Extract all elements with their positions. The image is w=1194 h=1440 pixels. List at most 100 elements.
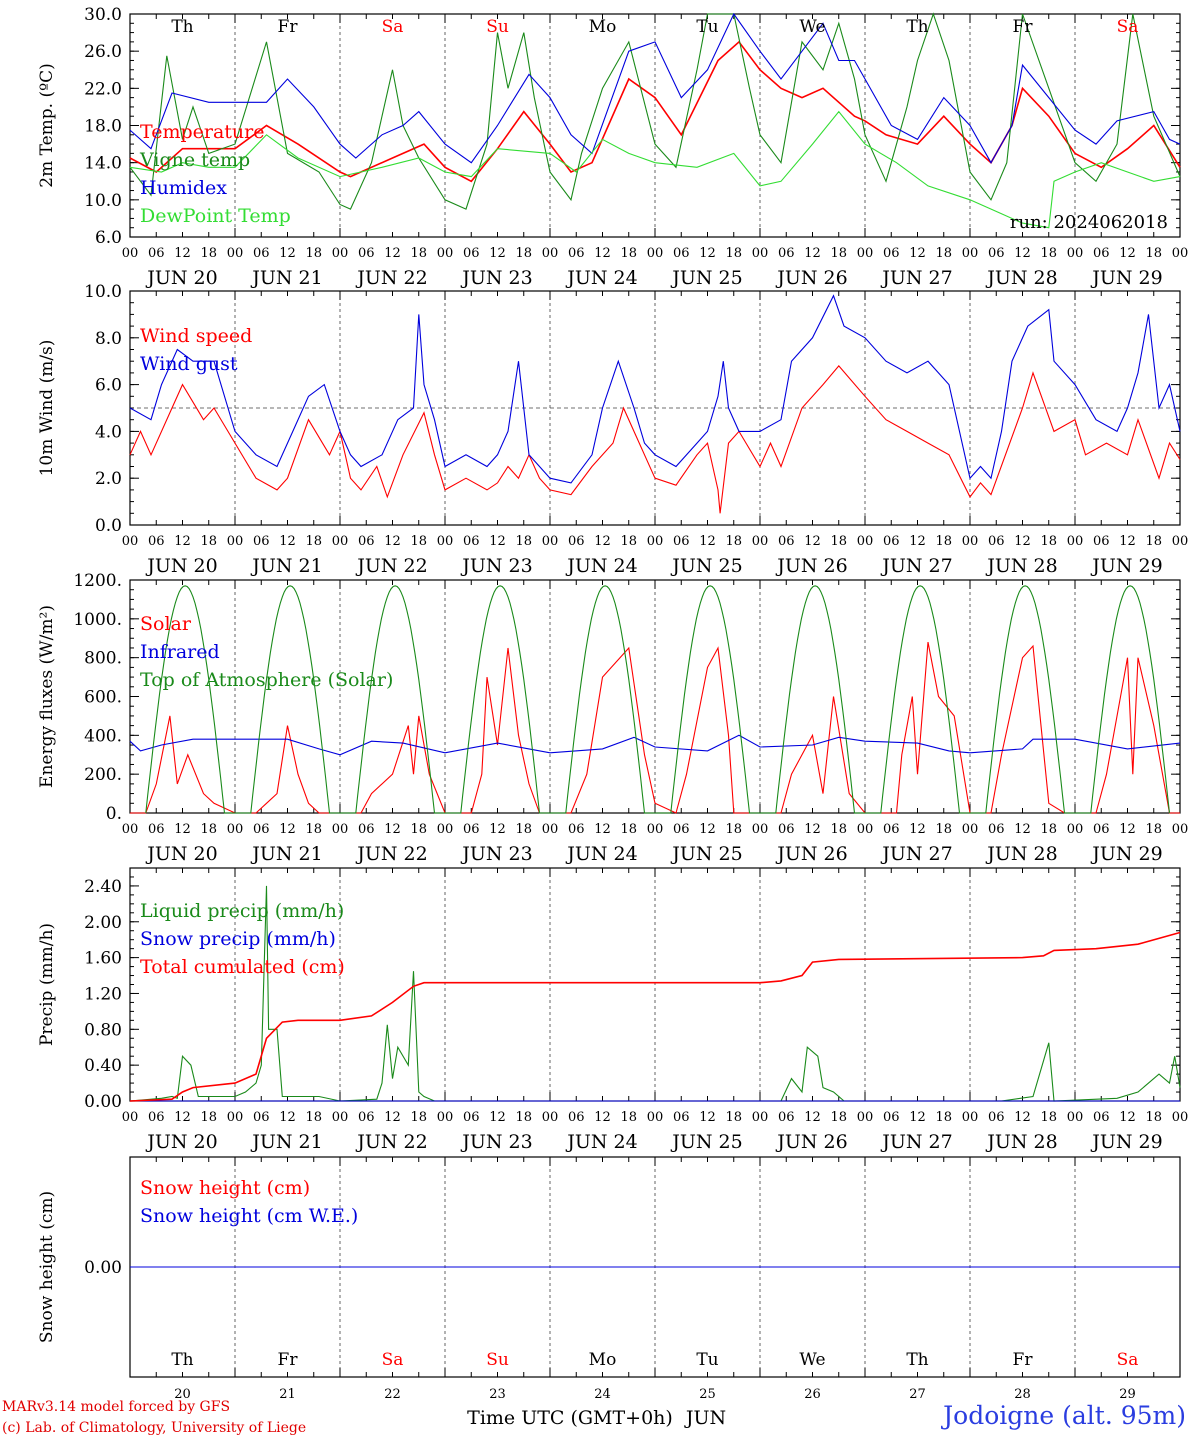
hour-label: 12 — [909, 822, 926, 837]
hour-label: 12 — [1119, 534, 1136, 549]
day-number: 23 — [489, 1387, 506, 1402]
hour-label: 18 — [725, 822, 742, 837]
y-tick-label: 30.0 — [84, 5, 122, 25]
hour-label: 12 — [1119, 822, 1136, 837]
y-tick-label: 26.0 — [84, 42, 122, 62]
date-label: JUN 23 — [460, 1131, 532, 1153]
hour-label: 00 — [122, 822, 139, 837]
hour-label: 12 — [174, 822, 191, 837]
date-label: JUN 20 — [145, 1131, 217, 1153]
panel-1 — [129, 12, 1181, 238]
hour-label: 12 — [1119, 246, 1136, 261]
hour-label: 06 — [148, 246, 165, 261]
hour-label: 06 — [463, 1110, 480, 1125]
hour-label: 18 — [725, 246, 742, 261]
panel-5 — [129, 1156, 1181, 1378]
date-label: JUN 26 — [775, 267, 847, 289]
hour-label: 18 — [200, 246, 217, 261]
hour-label: 06 — [148, 1110, 165, 1125]
hour-label: 12 — [174, 246, 191, 261]
hour-label: 06 — [988, 534, 1005, 549]
date-label: JUN 23 — [460, 843, 532, 865]
hour-label: 06 — [883, 534, 900, 549]
hour-label: 12 — [699, 246, 716, 261]
hour-label: 00 — [332, 822, 349, 837]
panel-3 — [129, 579, 1181, 814]
hour-label: 06 — [568, 534, 585, 549]
day-name: Fr — [1013, 1350, 1034, 1370]
hour-label: 12 — [174, 1110, 191, 1125]
hour-label: 12 — [384, 534, 401, 549]
date-label: JUN 22 — [355, 555, 427, 577]
hour-label: 06 — [883, 822, 900, 837]
series-dewpoint-temp — [129, 110, 1181, 229]
hour-label: 18 — [830, 246, 847, 261]
hour-label: 18 — [410, 534, 427, 549]
day-name: Tu — [696, 1350, 718, 1370]
lab-credit: (c) Lab. of Climatology, University of L… — [2, 1420, 307, 1436]
hour-label: 12 — [1014, 1110, 1031, 1125]
hour-label: 00 — [647, 246, 664, 261]
hour-label: 06 — [988, 822, 1005, 837]
y-axis-title: 10m Wind (m/s) — [37, 340, 57, 477]
hour-label: 06 — [988, 246, 1005, 261]
hour-label: 12 — [489, 822, 506, 837]
hour-label: 00 — [227, 246, 244, 261]
plot-frame — [129, 13, 1181, 238]
day-name: We — [799, 1350, 825, 1370]
day-name: Sa — [1117, 17, 1139, 37]
hour-label: 12 — [594, 246, 611, 261]
day-name: Sa — [1117, 1350, 1139, 1370]
hour-label: 12 — [909, 534, 926, 549]
date-label: JUN 25 — [670, 267, 742, 289]
hour-label: 06 — [568, 1110, 585, 1125]
hour-label: 00 — [1172, 822, 1189, 837]
y-tick-label: 600. — [84, 688, 122, 708]
hour-label: 12 — [804, 1110, 821, 1125]
hour-label: 00 — [227, 1110, 244, 1125]
date-label: JUN 29 — [1090, 1131, 1162, 1153]
date-label: JUN 29 — [1090, 267, 1162, 289]
hour-label: 18 — [620, 1110, 637, 1125]
hour-label: 06 — [148, 534, 165, 549]
day-number: 20 — [174, 1387, 191, 1402]
hour-label: 00 — [1172, 246, 1189, 261]
date-label: JUN 23 — [460, 555, 532, 577]
date-label: JUN 22 — [355, 843, 427, 865]
hour-label: 06 — [253, 822, 270, 837]
day-name: Tu — [696, 17, 718, 37]
date-label: JUN 27 — [880, 555, 952, 577]
hour-label: 00 — [962, 246, 979, 261]
series-infrared — [129, 734, 1181, 756]
hour-label: 18 — [200, 822, 217, 837]
legend-entry: DewPoint Temp — [140, 205, 291, 227]
date-label: JUN 28 — [985, 843, 1057, 865]
y-tick-label: 6.0 — [95, 228, 122, 248]
y-axis-title: Precip (mm/h) — [37, 923, 57, 1046]
hour-label: 00 — [1067, 246, 1084, 261]
hour-label: 12 — [909, 1110, 926, 1125]
hour-label: 18 — [305, 822, 322, 837]
day-name: We — [799, 17, 825, 37]
panel-4 — [129, 867, 1181, 1102]
hour-label: 12 — [489, 534, 506, 549]
hour-label: 06 — [358, 534, 375, 549]
hour-label: 00 — [1067, 534, 1084, 549]
hour-label: 12 — [1014, 534, 1031, 549]
panel-2 — [129, 290, 1181, 526]
y-tick-label: 1200. — [73, 571, 122, 591]
hour-label: 12 — [804, 534, 821, 549]
y-axis-title: Snow height (cm) — [37, 1191, 57, 1343]
day-name: Th — [171, 17, 193, 37]
y-tick-label: 18.0 — [84, 117, 122, 137]
hour-label: 18 — [830, 1110, 847, 1125]
hour-label: 12 — [594, 822, 611, 837]
hour-label: 00 — [647, 534, 664, 549]
day-name: Th — [171, 1350, 193, 1370]
date-label: JUN 22 — [355, 1131, 427, 1153]
hour-label: 00 — [542, 1110, 559, 1125]
hour-label: 18 — [830, 822, 847, 837]
hour-label: 00 — [962, 1110, 979, 1125]
legend-entry: Temperature — [140, 121, 264, 143]
y-tick-label: 2.00 — [84, 913, 122, 933]
